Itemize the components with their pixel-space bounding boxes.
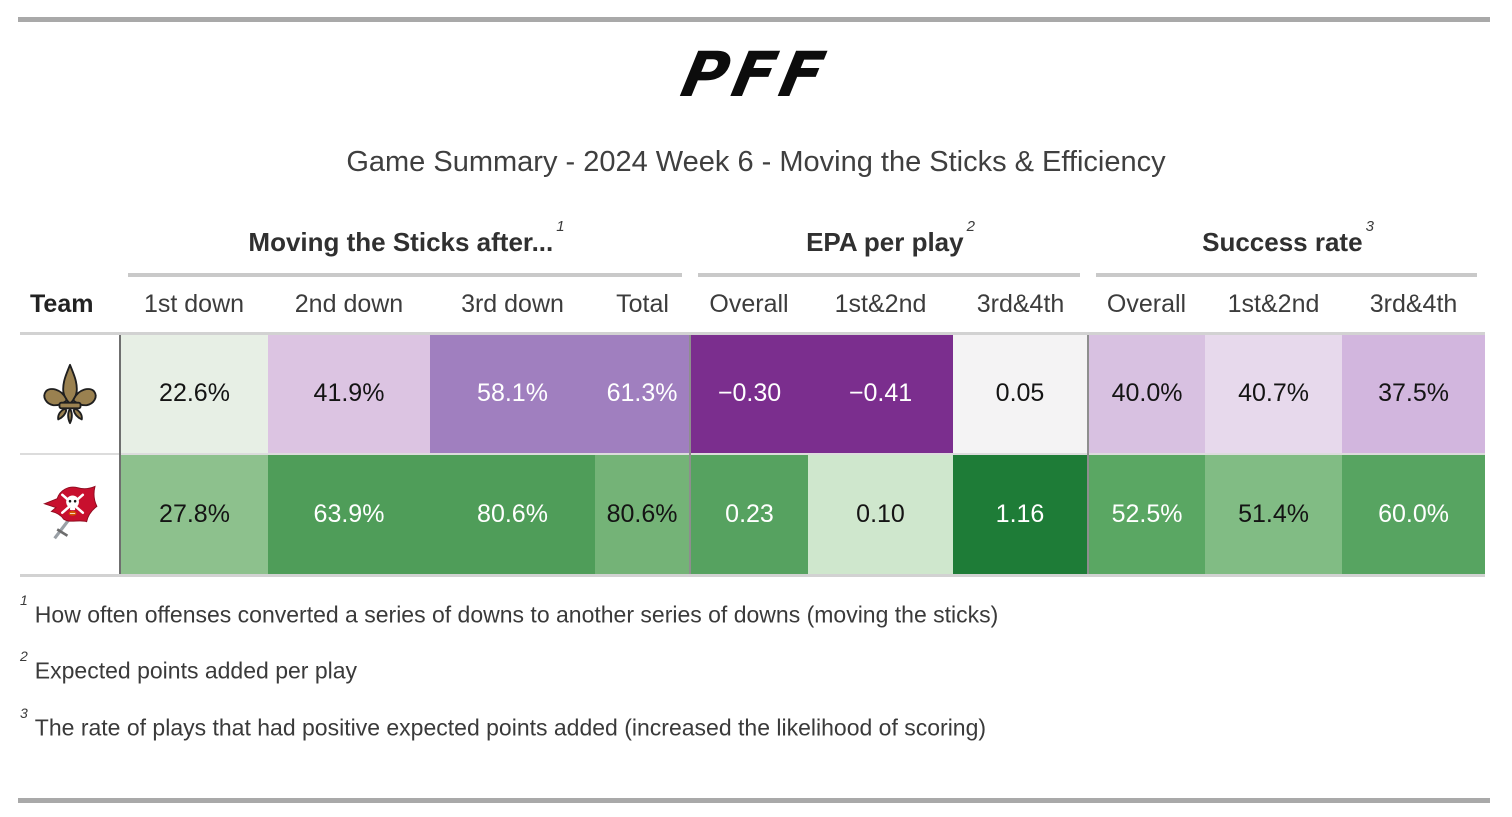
top-divider-rule <box>18 17 1490 22</box>
col-header-epa-1st-2nd: 1st&2nd <box>808 277 954 335</box>
footnote-2: 2 Expected points added per play <box>20 648 1490 685</box>
stat-cell: 41.9% <box>268 333 430 454</box>
col-header-epa-3rd-4th: 3rd&4th <box>953 277 1089 335</box>
table-body: 22.6% 41.9% 58.1% 61.3% −0.30 −0.41 0.05 40.0% 4… <box>20 333 1486 575</box>
footnote-1-text: How often offenses converted a series of… <box>34 601 999 628</box>
stat-cell: 0.05 <box>953 333 1089 454</box>
group-label: Success rate3 <box>1202 217 1374 257</box>
col-header-epa-overall: Overall <box>690 277 809 335</box>
stats-table-container: Moving the Sticks after...1 EPA per play… <box>20 207 1490 577</box>
stat-cell: 60.0% <box>1342 453 1486 575</box>
stat-cell: 37.5% <box>1342 333 1486 454</box>
col-header-sr-1st-2nd: 1st&2nd <box>1205 277 1343 335</box>
footnote-marker-3: 3 <box>1365 217 1374 235</box>
footnote-3-text: The rate of plays that had positive expe… <box>34 714 987 741</box>
group-label: Moving the Sticks after...1 <box>248 217 565 257</box>
group-underline <box>1096 273 1478 277</box>
stat-cell: 27.8% <box>120 453 268 575</box>
footnote-2-marker: 2 <box>20 648 28 665</box>
bottom-divider-rule <box>18 798 1490 803</box>
col-header-sr-overall: Overall <box>1088 277 1206 335</box>
page-title: Game Summary - 2024 Week 6 - Moving the … <box>346 146 1166 178</box>
stat-cell: 22.6% <box>120 333 268 454</box>
pff-logo: PFF <box>675 38 837 111</box>
table-row: 27.8% 63.9% 80.6% 80.6% 0.23 0.10 1.16 52.5% 51.… <box>20 453 1486 575</box>
group-label: EPA per play2 <box>806 217 975 257</box>
footnote-2-text: Expected points added per play <box>34 657 358 684</box>
team-logo-cell <box>20 333 121 454</box>
stat-cell: 40.0% <box>1087 333 1206 454</box>
group-underline <box>698 273 1081 277</box>
saints-fleur-de-lis-icon <box>42 363 97 424</box>
footnote-marker-1: 1 <box>556 217 565 235</box>
col-header-2nd-down: 2nd down <box>268 277 430 335</box>
col-header-team: Team <box>20 277 120 335</box>
col-header-sr-3rd-4th: 3rd&4th <box>1342 277 1486 335</box>
column-group-moving-the-sticks: Moving the Sticks after...1 <box>120 207 690 277</box>
column-group-epa-per-play: EPA per play2 <box>690 207 1088 277</box>
team-logo-cell <box>20 453 121 575</box>
stat-cell: 40.7% <box>1205 333 1343 454</box>
footnotes: 1 How often offenses converted a series o… <box>20 592 1490 742</box>
footnote-3-marker: 3 <box>20 704 28 721</box>
header-logo-area: PFF <box>0 38 1512 111</box>
stat-cell: −0.41 <box>808 333 954 454</box>
column-group-spacer <box>20 207 120 277</box>
footnote-1: 1 How often offenses converted a series o… <box>20 592 1490 629</box>
col-header-1st-down: 1st down <box>120 277 268 335</box>
stat-cell: 80.6% <box>430 453 595 575</box>
stat-cell: 52.5% <box>1087 453 1206 575</box>
stat-cell: 0.23 <box>689 453 809 575</box>
stat-cell: 51.4% <box>1205 453 1343 575</box>
stat-cell: 58.1% <box>430 333 595 454</box>
buccaneers-pirate-flag-icon <box>42 485 97 540</box>
stat-cell: 1.16 <box>953 453 1089 575</box>
footnote-1-marker: 1 <box>20 591 28 608</box>
column-header-row: Team 1st down 2nd down 3rd down Total Ov… <box>20 277 1486 335</box>
stat-cell: 63.9% <box>268 453 430 575</box>
stats-table: Moving the Sticks after...1 EPA per play… <box>20 207 1486 577</box>
stat-cell: 61.3% <box>595 333 691 454</box>
group-underline <box>128 273 683 277</box>
stat-cell: −0.30 <box>689 333 809 454</box>
col-header-3rd-down: 3rd down <box>430 277 595 335</box>
stat-cell: 0.10 <box>808 453 954 575</box>
table-row: 22.6% 41.9% 58.1% 61.3% −0.30 −0.41 0.05 40.0% 4… <box>20 333 1486 454</box>
footnote-3: 3 The rate of plays that had positive exp… <box>20 705 1490 742</box>
column-group-row: Moving the Sticks after...1 EPA per play… <box>20 207 1485 277</box>
footnote-marker-2: 2 <box>966 217 975 235</box>
col-header-total: Total <box>595 277 691 335</box>
stat-cell: 80.6% <box>595 453 691 575</box>
column-group-success-rate: Success rate3 <box>1088 207 1485 277</box>
